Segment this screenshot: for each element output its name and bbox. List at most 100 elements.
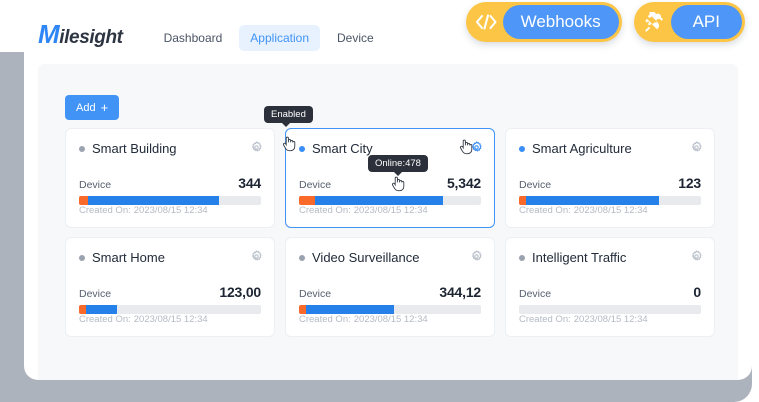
progress-segment-offline (299, 305, 307, 314)
device-count: 344 (238, 175, 261, 191)
brand-logo-text: ilesight (59, 27, 123, 48)
application-card[interactable]: Intelligent Traffic Device 0 Created On: 202… (505, 237, 715, 337)
card-header: Video Surveillance (299, 250, 481, 265)
app-header: Milesight Dashboard Application Device (24, 12, 752, 64)
progress-segment-offline (519, 196, 527, 205)
device-row: Device 123,00 (79, 284, 261, 300)
progress-segment-online (86, 305, 118, 314)
card-header: Smart Home (79, 250, 261, 265)
card-title: Intelligent Traffic (532, 250, 627, 265)
device-row: Device 0 (519, 284, 701, 300)
created-on-label: Created On: (79, 205, 131, 216)
hand-cursor-gear (459, 138, 473, 155)
application-card[interactable]: Smart Home Device 123,00 Created On: 2023/08… (65, 237, 275, 337)
status-dot[interactable] (299, 145, 305, 152)
gear-icon[interactable] (470, 141, 483, 154)
progress-segment-online (88, 196, 220, 205)
add-button[interactable]: Add + (65, 95, 120, 120)
device-label: Device (519, 288, 552, 300)
progress-segment-online (526, 196, 660, 205)
device-row: Device 5,342 (299, 175, 481, 191)
progress-segment-offline (79, 305, 87, 314)
device-label: Device (299, 288, 332, 300)
device-progress-bar[interactable] (299, 196, 481, 205)
application-card[interactable]: Smart Agriculture Device 123 Created On: 202… (505, 128, 715, 228)
status-dot[interactable] (519, 254, 525, 261)
progress-segment-online (315, 196, 443, 205)
webhooks-badge[interactable]: Webhooks (465, 2, 622, 42)
gear-icon[interactable] (690, 141, 703, 154)
device-count: 344,12 (439, 284, 481, 300)
status-dot[interactable] (79, 254, 85, 261)
gear-icon[interactable] (250, 141, 263, 154)
tooltip-enabled: Enabled (264, 106, 313, 123)
main-nav: Dashboard Application Device (153, 25, 385, 51)
created-on-value: 2023/08/15 12:34 (573, 314, 648, 325)
device-progress-bar[interactable] (79, 305, 261, 314)
progress-segment-offline (299, 196, 316, 205)
status-dot[interactable] (519, 145, 525, 152)
plug-icon (637, 5, 671, 39)
created-on-value: 2023/08/15 12:34 (573, 205, 648, 216)
device-label: Device (299, 179, 332, 191)
device-label: Device (519, 179, 552, 191)
device-row: Device 123 (519, 175, 701, 191)
device-progress-bar[interactable] (79, 196, 261, 205)
status-dot[interactable] (79, 145, 85, 152)
webhooks-badge-label: Webhooks (502, 5, 619, 39)
add-button-label: Add (76, 101, 96, 114)
brand-logo: Milesight (38, 21, 123, 49)
code-icon (469, 5, 503, 39)
created-on-value: 2023/08/15 12:34 (133, 205, 208, 216)
device-label: Device (79, 179, 112, 191)
tab-application[interactable]: Application (239, 25, 321, 51)
created-on: Created On: 2023/08/15 12:34 (299, 205, 428, 216)
gear-icon[interactable] (470, 250, 483, 263)
tab-dashboard[interactable]: Dashboard (163, 31, 223, 45)
plus-icon: + (100, 100, 109, 115)
created-on: Created On: 2023/08/15 12:34 (519, 314, 648, 325)
device-progress-bar[interactable] (519, 305, 701, 314)
device-count: 123 (678, 175, 701, 191)
card-title: Smart Agriculture (532, 141, 632, 156)
card-title: Video Surveillance (312, 250, 420, 265)
created-on: Created On: 2023/08/15 12:34 (79, 314, 208, 325)
created-on-label: Created On: (519, 314, 571, 325)
card-header: Intelligent Traffic (519, 250, 701, 265)
created-on-label: Created On: (79, 314, 131, 325)
device-progress-bar[interactable] (299, 305, 481, 314)
card-title: Smart City (312, 141, 373, 156)
hand-cursor-progress-bar (391, 175, 405, 192)
gear-icon[interactable] (690, 250, 703, 263)
device-count: 123,00 (219, 284, 261, 300)
device-progress-bar[interactable] (519, 196, 701, 205)
card-header: Smart Agriculture (519, 141, 701, 156)
created-on: Created On: 2023/08/15 12:34 (299, 314, 428, 325)
gear-icon[interactable] (250, 250, 263, 263)
hand-cursor-status-dot (282, 135, 296, 152)
tab-device[interactable]: Device (337, 31, 374, 45)
progress-segment-online (306, 305, 394, 314)
device-count: 0 (693, 284, 701, 300)
application-card[interactable]: Smart City Device 5,342 Created On: 2023/08/… (285, 128, 495, 228)
created-on: Created On: 2023/08/15 12:34 (519, 205, 648, 216)
device-count: 5,342 (446, 175, 481, 191)
status-dot[interactable] (299, 254, 305, 261)
application-card[interactable]: Video Surveillance Device 344,12 Created On… (285, 237, 495, 337)
created-on-value: 2023/08/15 12:34 (353, 205, 428, 216)
device-row: Device 344 (79, 175, 261, 191)
device-row: Device 344,12 (299, 284, 481, 300)
card-title: Smart Building (92, 141, 177, 156)
card-header: Smart City (299, 141, 481, 156)
application-card-grid: Smart Building Device 344 Created On: 2023/0… (65, 128, 715, 337)
brand-logo-initial: M (38, 19, 60, 49)
app-window: Milesight Dashboard Application Device A… (24, 12, 752, 380)
created-on-label: Created On: (299, 205, 351, 216)
application-card[interactable]: Smart Building Device 344 Created On: 2023/0… (65, 128, 275, 228)
tooltip-online: Online:478 (368, 155, 428, 172)
card-header: Smart Building (79, 141, 261, 156)
created-on-label: Created On: (299, 314, 351, 325)
api-badge[interactable]: API (633, 2, 745, 42)
api-badge-label: API (670, 5, 742, 39)
device-label: Device (79, 288, 112, 300)
